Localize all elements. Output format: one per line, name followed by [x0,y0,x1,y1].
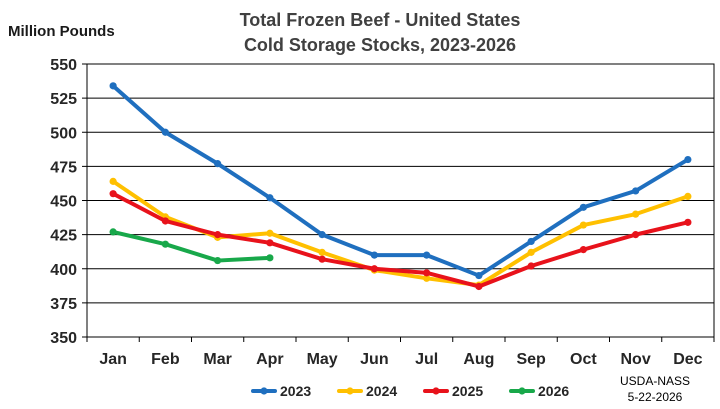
x-tick-label: Nov [621,351,651,368]
data-point-2025 [266,239,274,247]
data-point-2023 [161,128,169,136]
x-tick-label: Sep [516,351,546,368]
data-point-2024 [579,221,587,229]
data-point-2026 [109,228,117,236]
data-point-2023 [109,82,117,90]
data-point-2026 [161,240,169,248]
data-point-2024 [266,229,274,237]
x-tick-label: Jan [99,351,127,368]
data-point-2023 [318,231,326,239]
x-tick-label: Apr [256,351,284,368]
x-tick-label: Dec [673,351,702,368]
data-point-2023 [266,194,274,202]
legend-marker-2023 [260,387,268,395]
data-point-2023 [684,155,692,164]
legend-label-2026: 2026 [538,383,569,399]
data-point-2025 [161,217,169,225]
data-point-2025 [684,218,692,226]
x-tick-label: Jul [415,351,438,368]
data-point-2026 [266,254,274,262]
data-point-2024 [318,248,326,256]
legend-marker-2026 [518,387,526,395]
data-point-2026 [214,256,222,265]
data-point-2025 [475,282,483,291]
y-tick-label: 400 [50,262,77,279]
legend-marker-2024 [346,387,354,395]
data-point-2025 [214,231,222,239]
y-tick-label: 525 [50,91,77,108]
data-point-2023 [632,187,640,195]
x-tick-label: Feb [151,351,180,368]
x-tick-label: Aug [463,351,494,368]
data-point-2023 [214,160,222,168]
source-date: 5-22-2026 [627,390,683,404]
y-axis-label: Million Pounds [8,23,115,40]
y-tick-label: 450 [50,194,77,211]
x-tick-label: Oct [570,351,597,368]
data-point-2023 [475,271,483,280]
x-tick-label: Jun [360,351,388,368]
chart-subtitle: Cold Storage Stocks, 2023-2026 [243,35,517,55]
data-point-2024 [684,192,692,201]
series-line-2025 [111,191,690,289]
data-point-2024 [423,274,431,282]
data-point-2023 [527,237,535,246]
y-tick-label: 550 [50,57,77,74]
data-point-2025 [579,246,587,254]
data-point-2025 [109,190,117,198]
data-point-2025 [318,255,326,263]
data-point-2023 [423,251,431,259]
y-tick-label: 350 [50,330,77,347]
data-point-2023 [579,203,587,211]
data-point-2023 [370,251,378,259]
legend-label-2024: 2024 [366,383,397,399]
series-line-2023 [111,83,690,278]
data-point-2024 [632,210,640,218]
legend-label-2023: 2023 [280,383,311,399]
data-point-2025 [632,231,640,239]
chart-title: Total Frozen Beef - United States [239,10,521,30]
source-agency: USDA-NASS [619,374,690,388]
source-note: USDA-NASS 5-22-2026 [600,373,710,405]
y-tick-label: 500 [50,125,77,142]
data-point-2024 [527,248,535,256]
series-line-2026 [111,229,272,263]
x-tick-label: Mar [203,351,231,368]
data-point-2025 [370,265,378,273]
legend-marker-2025 [432,387,440,395]
y-tick-label: 475 [50,159,77,176]
legend-label-2025: 2025 [452,383,483,399]
data-point-2025 [423,269,431,277]
data-point-2025 [527,262,535,270]
data-point-2024 [109,177,117,185]
y-tick-label: 375 [50,296,77,313]
y-tick-label: 425 [50,228,77,245]
x-tick-label: May [307,351,338,368]
